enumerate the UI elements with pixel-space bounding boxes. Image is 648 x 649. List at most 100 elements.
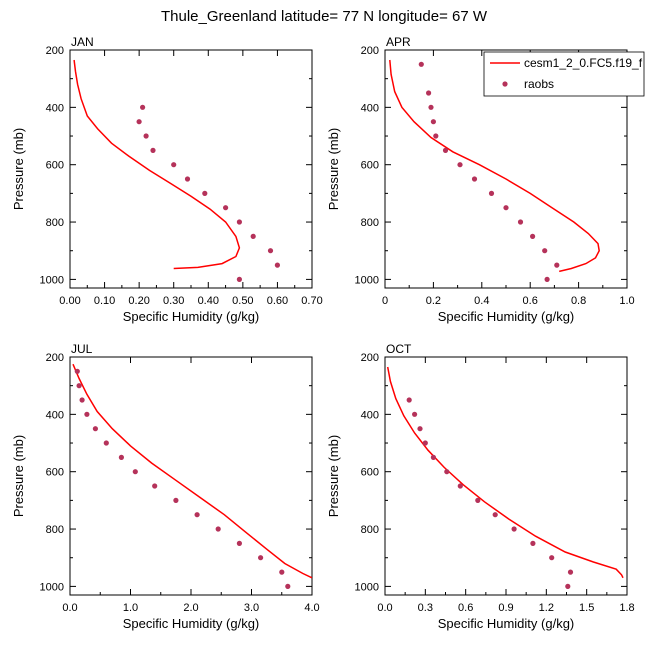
obs-point [544,276,550,282]
x-tick-label: 0.9 [498,602,513,614]
y-tick-label: 1000 [40,274,64,286]
y-tick-label: 600 [46,467,64,479]
y-tick-label: 600 [361,160,379,172]
legend: cesm1_2_0.FC5.f19_f raobs [483,51,645,97]
obs-point [118,454,124,460]
x-tick-label: 0.2 [426,295,441,307]
obs-point [250,233,256,239]
y-tick-label: 600 [46,160,64,172]
obs-point [79,397,85,403]
panel-label: JAN [71,35,94,49]
obs-point [406,397,412,403]
obs-point [549,555,555,561]
plot-frame [69,356,313,596]
obs-point [173,497,179,503]
x-tick-label: 1.5 [579,602,594,614]
y-axis-label: Pressure (mb) [11,435,26,517]
obs-point [236,219,242,225]
obs-point [202,190,208,196]
obs-point [74,368,80,374]
y-tick-label: 200 [46,352,64,364]
x-tick-label: 3.0 [244,602,259,614]
obs-point [430,119,436,125]
series-line-model [73,59,241,270]
legend-obs-swatch [502,81,508,87]
x-tick-label: 1.0 [123,602,138,614]
obs-point [279,569,285,575]
x-tick-label: 0.3 [418,602,433,614]
y-tick-label: 400 [361,102,379,114]
y-tick-label: 400 [46,409,64,421]
x-tick-label: 0.20 [128,295,149,307]
x-axis-label: Specific Humidity (g/kg) [438,616,575,631]
obs-point [103,440,109,446]
x-tick-label: 2.0 [183,602,198,614]
y-tick-label: 400 [46,102,64,114]
x-tick-label: 0.60 [267,295,288,307]
obs-point [530,540,536,547]
obs-point [444,469,450,475]
obs-point [488,190,495,196]
y-tick-label: 800 [361,217,379,229]
obs-point [76,383,82,389]
obs-point [140,104,146,110]
obs-point [84,411,90,417]
obs-point [132,469,138,475]
y-tick-label: 1000 [355,581,379,593]
obs-point [285,583,291,590]
obs-point [426,90,432,96]
x-tick-label: 0.0 [377,602,392,614]
x-tick-label: 0.6 [458,602,473,614]
legend-box [483,51,645,97]
obs-point [171,162,177,168]
x-tick-label: 0.0 [62,602,77,614]
y-tick-label: 200 [361,45,379,57]
panel-label: APR [386,35,411,49]
series-line-model [389,59,600,273]
obs-point [274,262,280,268]
legend-model-label: cesm1_2_0.FC5.f19_f [524,56,643,70]
obs-point [223,205,229,211]
obs-point [267,248,274,254]
x-tick-label: 0 [382,295,388,307]
plot-frame [69,49,313,289]
obs-point [417,426,423,432]
obs-point [236,540,242,547]
x-axis-label: Specific Humidity (g/kg) [123,309,260,324]
obs-point [150,147,156,153]
obs-point [428,104,434,110]
x-tick-label: 0.10 [94,295,115,307]
x-tick-label: 0.8 [571,295,586,307]
obs-point [194,512,200,518]
panel-oct: OCT 0.0 0.3 0.6 0.9 1.2 1.5 1.8 200 400 600 800 1000… [326,342,635,631]
y-tick-label: 200 [46,45,64,57]
obs-point [152,483,158,489]
obs-point [143,133,149,139]
obs-point [430,454,436,460]
panel-label: JUL [71,342,93,356]
obs-point [184,176,191,182]
x-tick-label: 0.4 [474,295,489,307]
x-tick-label: 0.00 [59,295,80,307]
obs-point [457,483,463,489]
obs-point [422,440,428,446]
obs-point [412,411,418,417]
panel-label: OCT [386,342,412,356]
y-tick-label: 1000 [355,274,379,286]
legend-obs-label: raobs [524,77,554,91]
x-tick-label: 0.70 [301,295,322,307]
obs-point [530,233,536,239]
x-tick-label: 0.50 [232,295,253,307]
obs-point [442,147,449,153]
y-tick-label: 800 [46,524,64,536]
obs-point [554,262,560,268]
x-tick-label: 4.0 [304,602,319,614]
obs-point [457,162,463,168]
obs-point [471,176,478,182]
plot-frame [384,356,628,596]
x-axis-label: Specific Humidity (g/kg) [123,616,260,631]
y-tick-label: 800 [46,217,64,229]
panel-apr: APR 0 0.2 0.4 0.6 0.8 1.0 200 400 600 800 1000 Speci… [326,35,635,324]
x-tick-label: 1.8 [619,602,634,614]
y-axis-label: Pressure (mb) [11,128,26,210]
